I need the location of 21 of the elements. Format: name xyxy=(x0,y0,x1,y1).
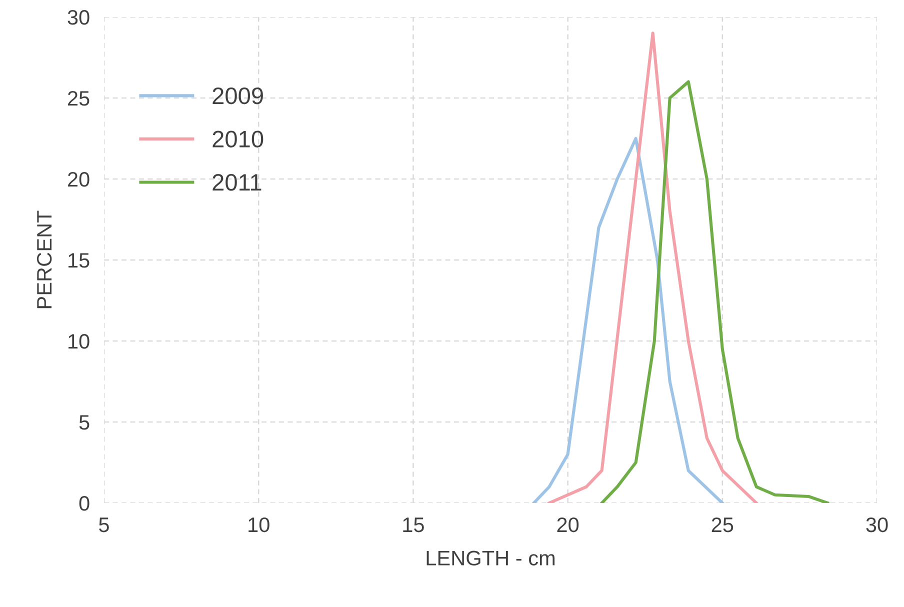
x-axis-title: LENGTH - cm xyxy=(426,550,555,566)
y-tick-label: 10 xyxy=(68,334,90,349)
x-tick-label: 5 xyxy=(99,518,109,532)
y-tick-label: 20 xyxy=(68,172,90,187)
y-axis-title: PERCENT xyxy=(36,210,52,308)
line-series xyxy=(600,80,830,503)
legend-label: 2011 xyxy=(212,174,262,191)
line-series xyxy=(548,32,758,503)
x-tick-label: 30 xyxy=(866,517,888,532)
x-tick-label: 10 xyxy=(248,517,270,532)
x-tick-label: 25 xyxy=(712,517,734,532)
y-tick-label: 30 xyxy=(68,10,90,25)
y-tick-label: 5 xyxy=(79,415,90,430)
y-tick-label: 15 xyxy=(68,253,90,268)
x-tick-label: 20 xyxy=(557,517,579,532)
x-tick-label: 15 xyxy=(403,518,424,532)
y-tick-label: 0 xyxy=(79,496,90,511)
legend-label: 2009 xyxy=(212,87,263,104)
y-tick-label: 25 xyxy=(68,91,90,106)
legend-label: 2010 xyxy=(212,130,264,148)
line-series xyxy=(532,136,724,503)
